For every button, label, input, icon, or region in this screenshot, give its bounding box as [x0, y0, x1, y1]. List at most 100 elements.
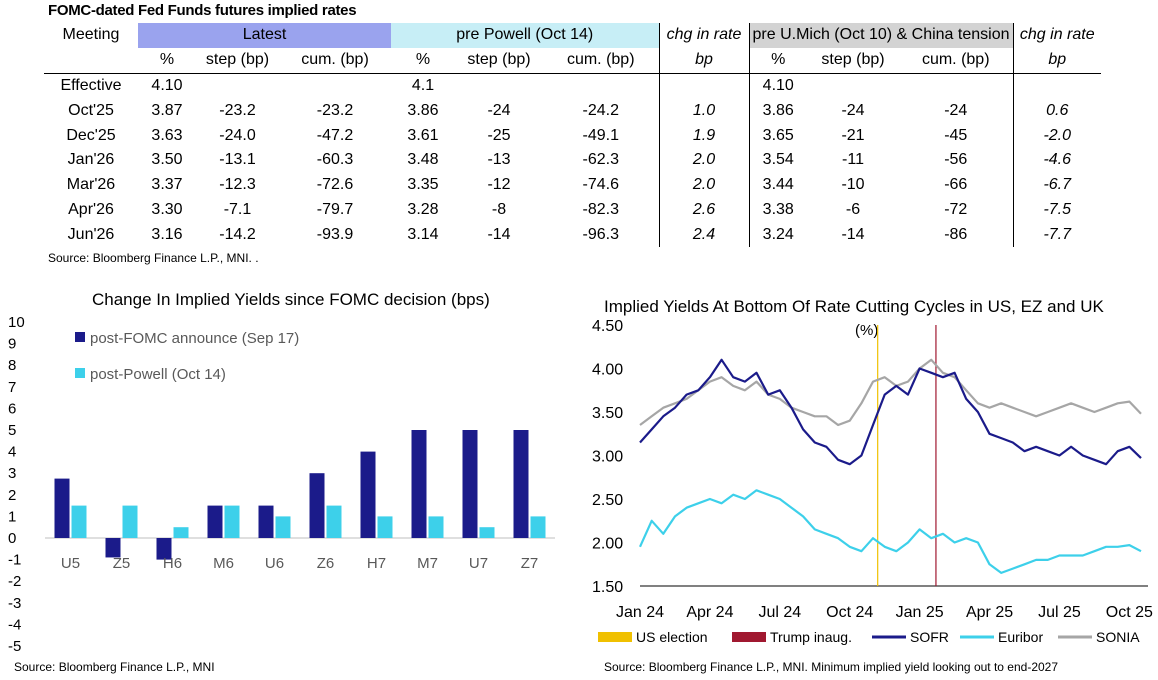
value-cell: -12.3	[219, 176, 256, 194]
sub-header: step (bp)	[196, 47, 279, 74]
unit-label: (%)	[855, 322, 879, 339]
value-cell: 4.10	[151, 76, 183, 94]
y-tick-label: -3	[8, 595, 21, 612]
table-row: Effective 4.10 4.1 4.10	[44, 73, 1101, 99]
x-tick-label: Apr 24	[686, 604, 733, 621]
value-cell: -13	[487, 151, 511, 169]
value-cell: -82.3	[582, 200, 619, 218]
legend-label: SOFR	[910, 629, 949, 645]
value-cell: -49.1	[582, 126, 619, 144]
value-cell: -23.2	[316, 101, 354, 119]
value-cell: 3.86	[748, 98, 807, 124]
y-tick-label: 10	[8, 314, 25, 331]
meeting-cell: Oct'25	[68, 101, 114, 119]
bar-post-powell	[479, 527, 495, 538]
table-body: Effective 4.10 4.1 4.10 Oct'25 3.87 -23.2 -23.2…	[44, 73, 1101, 248]
x-tick-label: U6	[265, 555, 284, 572]
value-cell: 3.24	[748, 222, 807, 248]
sub-header: cum. (bp)	[543, 47, 659, 74]
meeting-cell: Jun'26	[67, 225, 115, 243]
value-cell: -12	[487, 176, 511, 194]
sub-header: step (bp)	[807, 47, 899, 74]
bar-post-fomc	[411, 430, 427, 538]
value-cell	[455, 73, 543, 98]
value-cell: 3.44	[748, 172, 807, 198]
value-cell: 3.50	[151, 151, 183, 169]
y-tick-label: 4.50	[592, 318, 623, 335]
value-cell: 2.0	[658, 172, 749, 198]
value-cell: 3.65	[748, 123, 807, 148]
legend-label: post-Powell (Oct 14)	[90, 366, 226, 383]
table-row: Oct'25 3.87 -23.2 -23.2 3.86 -24 -24.2 1.0 3.86-…	[44, 98, 1101, 124]
legend-label: Trump inaug.	[770, 629, 852, 645]
value-cell: -79.7	[316, 200, 354, 218]
value-cell: -45	[944, 126, 968, 144]
x-tick-label: U7	[469, 555, 488, 572]
y-tick-label: 2	[8, 487, 16, 504]
value-cell: -14.2	[219, 225, 256, 243]
bar-post-fomc	[462, 430, 478, 538]
value-cell: 2.6	[658, 197, 749, 223]
value-cell: -14	[841, 225, 865, 243]
legend-label: Euribor	[998, 629, 1043, 645]
value-cell: -7.1	[223, 200, 252, 218]
x-tick-label: Jan 25	[896, 604, 944, 621]
value-cell: -66	[944, 176, 968, 194]
value-cell: 3.61	[407, 126, 439, 144]
value-cell: 3.14	[407, 225, 439, 243]
value-cell: 2.4	[658, 222, 749, 248]
value-cell: -62.3	[582, 151, 619, 169]
x-tick-label: Oct 24	[826, 604, 873, 621]
bar-post-fomc	[207, 505, 223, 538]
sub-header: %	[138, 47, 196, 74]
line-chart-source: Source: Bloomberg Finance L.P., MNI. Min…	[604, 660, 1059, 674]
value-cell: -14	[487, 225, 511, 243]
value-cell: -21	[841, 126, 865, 144]
sub-header: cum. (bp)	[279, 47, 391, 74]
meeting-cell: Mar'26	[66, 176, 116, 194]
value-cell: -6.7	[1012, 172, 1101, 198]
x-tick-label: H6	[163, 555, 182, 572]
meeting-cell: Apr'26	[68, 200, 114, 218]
table-row: Dec'25 3.63 -24.0 -47.2 3.61 -25 -49.1 1.9 3.65 -…	[44, 123, 1101, 148]
sub-header: %	[391, 47, 455, 74]
legend-swatch	[598, 632, 632, 642]
bar-post-powell	[71, 505, 87, 538]
x-tick-label: M7	[417, 555, 438, 572]
x-tick-label: Z5	[113, 555, 131, 572]
bar-post-fomc	[360, 451, 376, 538]
meeting-cell: Effective	[60, 76, 122, 94]
y-tick-label: 4.00	[592, 362, 623, 379]
value-cell: 3.38	[748, 197, 807, 223]
sub-header: bp	[658, 47, 749, 74]
bar-post-powell	[173, 527, 189, 538]
value-cell: 3.16	[151, 225, 183, 243]
powell-header: pre Powell (Oct 14)	[391, 23, 659, 48]
value-cell: -56	[944, 151, 968, 169]
value-cell: -93.9	[316, 225, 354, 243]
x-tick-label: Oct 25	[1106, 604, 1153, 621]
bar-post-fomc	[54, 478, 70, 538]
value-cell	[196, 73, 279, 98]
y-tick-label: 4	[8, 444, 16, 461]
table-row: Jan'26 3.50 -13.1 -60.3 3.48 -13 -62.3 2.0 3.54 -…	[44, 147, 1101, 173]
legend-label: post-FOMC announce (Sep 17)	[90, 330, 299, 347]
value-cell: 0.6	[1012, 98, 1101, 124]
line-chart: 4.50 4.00 3.50 3.00 2.50 2.00 1.50 Jan 24 Apr 24…	[592, 318, 1153, 645]
value-cell	[658, 73, 749, 99]
series-line-sonia	[639, 358, 1142, 427]
value-cell: -10	[841, 176, 865, 194]
value-cell	[543, 73, 659, 98]
sub-header: step (bp)	[455, 47, 543, 74]
y-tick-label: -2	[8, 573, 21, 590]
value-cell: -8	[491, 200, 507, 218]
value-cell: 3.63	[151, 126, 183, 144]
x-tick-label: Jul 24	[758, 604, 801, 621]
sub-header: %	[748, 47, 807, 74]
value-cell: -24.0	[219, 126, 256, 144]
value-cell: 3.35	[407, 176, 439, 194]
table-source: Source: Bloomberg Finance L.P., MNI. .	[48, 251, 259, 265]
bar-post-powell	[377, 516, 393, 538]
y-tick-label: 3	[8, 465, 16, 482]
y-tick-label: 3.50	[592, 405, 623, 422]
